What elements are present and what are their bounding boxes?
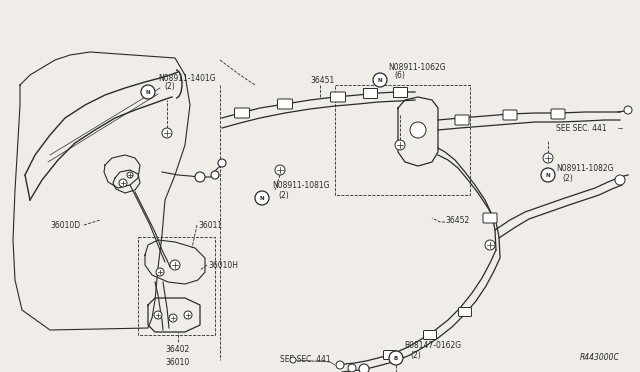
Text: 36010: 36010 <box>166 358 190 367</box>
Circle shape <box>154 311 162 319</box>
Circle shape <box>211 171 219 179</box>
Text: N: N <box>378 77 382 83</box>
Circle shape <box>541 168 555 182</box>
Text: R443000C: R443000C <box>580 353 620 362</box>
Circle shape <box>169 314 177 322</box>
FancyBboxPatch shape <box>551 109 565 119</box>
Text: 36451: 36451 <box>310 76 334 85</box>
Circle shape <box>359 364 369 372</box>
Text: (2): (2) <box>410 351 420 360</box>
Text: B08147-0162G: B08147-0162G <box>404 341 461 350</box>
Circle shape <box>170 260 180 270</box>
FancyBboxPatch shape <box>503 110 517 120</box>
Bar <box>363 88 377 98</box>
Circle shape <box>184 311 192 319</box>
Circle shape <box>255 191 269 205</box>
Circle shape <box>141 85 155 99</box>
FancyBboxPatch shape <box>234 108 250 118</box>
Text: SEE SEC. 441: SEE SEC. 441 <box>280 356 331 365</box>
Circle shape <box>615 175 625 185</box>
FancyBboxPatch shape <box>424 330 436 340</box>
Circle shape <box>373 73 387 87</box>
Text: 36011: 36011 <box>198 221 222 230</box>
Circle shape <box>543 153 553 163</box>
Circle shape <box>485 240 495 250</box>
FancyBboxPatch shape <box>483 213 497 223</box>
Text: (2): (2) <box>278 191 289 200</box>
Text: 36010D: 36010D <box>50 221 80 230</box>
Text: 36402: 36402 <box>166 345 190 354</box>
Text: B: B <box>394 356 398 360</box>
Circle shape <box>624 106 632 114</box>
Circle shape <box>218 159 226 167</box>
Text: N: N <box>260 196 264 201</box>
Circle shape <box>348 364 356 372</box>
Circle shape <box>195 172 205 182</box>
Circle shape <box>119 179 127 187</box>
FancyBboxPatch shape <box>383 350 397 359</box>
Text: N08911-1081G: N08911-1081G <box>272 181 330 190</box>
Bar <box>393 87 407 97</box>
Text: N08911-1062G: N08911-1062G <box>388 63 445 72</box>
Text: (6): (6) <box>394 71 405 80</box>
Circle shape <box>275 165 285 175</box>
FancyBboxPatch shape <box>455 115 469 125</box>
Text: (2): (2) <box>164 82 175 91</box>
FancyBboxPatch shape <box>278 99 292 109</box>
Circle shape <box>290 357 296 363</box>
Circle shape <box>395 140 405 150</box>
FancyBboxPatch shape <box>458 308 472 317</box>
Circle shape <box>410 122 426 138</box>
Text: N: N <box>146 90 150 94</box>
Circle shape <box>162 128 172 138</box>
Text: 36452: 36452 <box>445 215 469 224</box>
Text: N08911-1082G: N08911-1082G <box>556 164 614 173</box>
Text: (2): (2) <box>562 173 573 183</box>
Circle shape <box>336 361 344 369</box>
Text: 36010H: 36010H <box>208 260 238 269</box>
Text: N08911-1401G: N08911-1401G <box>158 74 216 83</box>
Text: SEE SEC. 441: SEE SEC. 441 <box>556 124 607 132</box>
Text: N: N <box>546 173 550 177</box>
Circle shape <box>156 268 164 276</box>
Circle shape <box>389 351 403 365</box>
Circle shape <box>127 172 133 178</box>
FancyBboxPatch shape <box>330 92 346 102</box>
